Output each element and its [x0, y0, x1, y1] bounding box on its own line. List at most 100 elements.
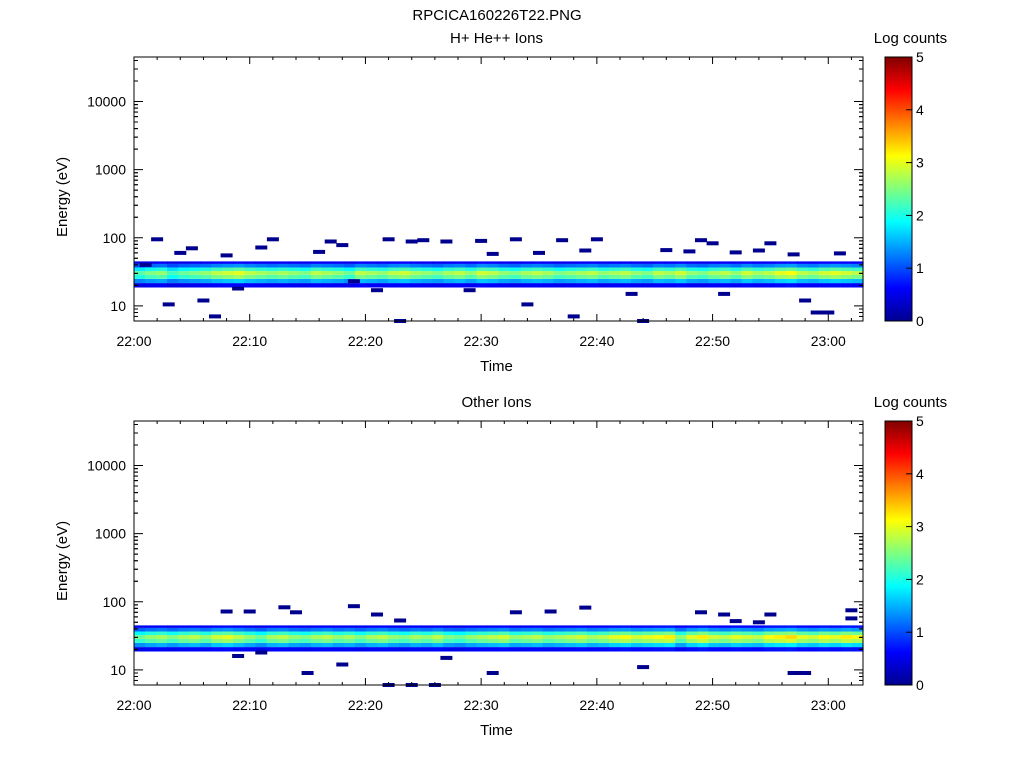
band-cell [708, 647, 720, 652]
band-cell [244, 625, 257, 628]
x-tick-label: 23:00 [811, 333, 846, 349]
band-cell [465, 625, 477, 628]
band-cell [653, 635, 665, 639]
band-cell [664, 647, 676, 652]
band-cell [487, 631, 500, 636]
band-cell [388, 278, 400, 284]
band-cell [465, 635, 477, 639]
band-cell [487, 267, 500, 272]
band-cell [211, 267, 223, 272]
band-cell [399, 635, 411, 639]
band-cell [178, 263, 190, 268]
band-cell [807, 635, 820, 639]
band-cell [343, 642, 356, 648]
band-cell [642, 278, 654, 284]
band-cell [167, 627, 179, 632]
band-cell [487, 263, 500, 268]
band-cell [675, 625, 687, 628]
band-cell [487, 274, 500, 279]
band-cell [432, 278, 444, 284]
band-cell [774, 261, 787, 264]
band-cell [211, 638, 223, 643]
count-cell [729, 619, 742, 624]
band-cell [498, 638, 511, 643]
band-cell [321, 638, 334, 643]
band-cell [564, 635, 577, 639]
count-cell [324, 239, 337, 244]
band-cell [653, 631, 665, 636]
band-cell [178, 627, 190, 632]
band-cell [167, 642, 179, 648]
band-cell [399, 647, 411, 652]
band-cell [796, 283, 809, 288]
band-cell [443, 267, 455, 272]
band-cell [752, 261, 765, 264]
band-cell [167, 278, 179, 284]
band-cell [421, 625, 433, 628]
band-cell [774, 647, 787, 652]
band-cell [167, 625, 179, 628]
band-cell [178, 274, 190, 279]
band-cell [167, 638, 179, 643]
band-cell [818, 647, 831, 652]
band-cell [443, 627, 455, 632]
band-cell [818, 278, 831, 284]
band-cell [796, 638, 809, 643]
band-cell [586, 263, 599, 268]
band-cell [189, 638, 201, 643]
band-cell [476, 271, 488, 275]
band-cell [730, 642, 743, 648]
band-cell [774, 638, 787, 643]
band-cell [542, 647, 555, 652]
band-cell [763, 271, 776, 275]
band-cell [443, 631, 455, 636]
colorbar [884, 420, 913, 686]
band-cell [840, 278, 853, 284]
band-cell [686, 638, 698, 643]
band-cell [852, 631, 864, 636]
band-cell [189, 263, 201, 268]
band-cell [211, 625, 223, 628]
band-cell [586, 635, 599, 639]
band-cell [332, 283, 345, 288]
band-cell [620, 274, 632, 279]
band-cell [498, 271, 511, 275]
band-cell [145, 627, 157, 632]
x-tick-label: 22:30 [464, 697, 499, 713]
band-cell [708, 627, 720, 632]
count-cell [695, 610, 707, 615]
band-cell [432, 274, 444, 279]
band-cell [388, 638, 400, 643]
band-cell [200, 263, 212, 268]
band-cell [642, 261, 654, 264]
band-cell [321, 278, 334, 284]
band-cell [410, 625, 422, 628]
band-cell [509, 274, 522, 279]
band-cell [597, 635, 610, 639]
band-cell [609, 635, 621, 639]
band-cell [277, 627, 290, 632]
band-cell [156, 625, 168, 628]
band-cell [233, 274, 245, 279]
band-cell [299, 267, 312, 272]
band-cell [343, 631, 356, 636]
band-cell [354, 283, 367, 288]
band-cell [222, 261, 234, 264]
band-cell [631, 625, 643, 628]
band-cell [465, 267, 477, 272]
band-cell [465, 642, 477, 648]
band-cell [520, 267, 533, 272]
band-cell [697, 642, 709, 648]
band-cell [134, 642, 146, 648]
band-cell [399, 271, 411, 275]
band-cell [310, 631, 323, 636]
band-cell [531, 263, 544, 268]
count-cell [151, 237, 164, 242]
band-cell [774, 263, 787, 268]
band-cell [642, 635, 654, 639]
band-cell [410, 627, 422, 632]
band-cell [244, 263, 257, 268]
band-cell [178, 625, 190, 628]
band-cell [454, 283, 466, 288]
band-cell [829, 642, 842, 648]
